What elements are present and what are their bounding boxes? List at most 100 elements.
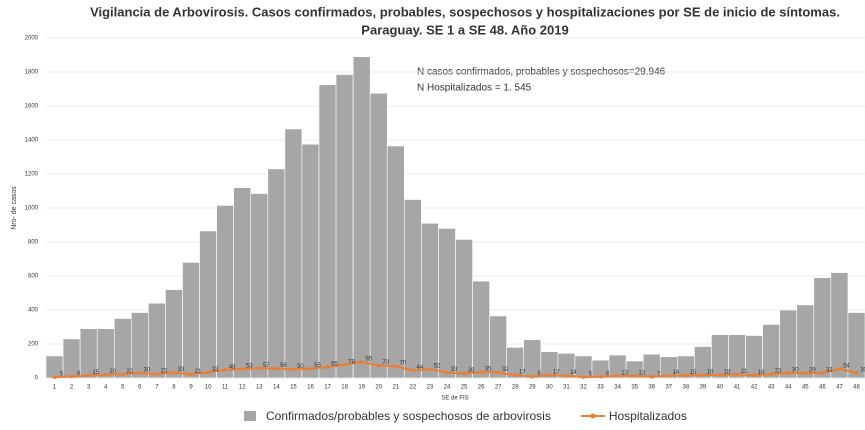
x-tick-label: 11 bbox=[222, 385, 229, 391]
bar bbox=[472, 280, 490, 379]
line-point bbox=[701, 373, 705, 377]
data-label: 56 bbox=[280, 363, 287, 369]
data-label: 48 bbox=[229, 364, 236, 370]
y-tick-label: 1200 bbox=[25, 172, 39, 178]
line-point bbox=[206, 370, 210, 375]
legend-label: Confirmados/probables y sospechosos de a… bbox=[266, 409, 551, 423]
bar bbox=[813, 277, 832, 379]
data-label: 15 bbox=[690, 370, 697, 376]
bar bbox=[352, 56, 371, 379]
bar bbox=[250, 193, 269, 379]
line-point bbox=[69, 374, 74, 379]
x-tick-label: 41 bbox=[734, 385, 741, 391]
x-tick-label: 48 bbox=[853, 385, 860, 391]
bar bbox=[489, 315, 507, 379]
line-point bbox=[359, 360, 364, 364]
bar bbox=[148, 302, 166, 379]
x-tick-label: 19 bbox=[358, 385, 365, 391]
x-tick-label: 12 bbox=[239, 385, 246, 391]
x-tick-label: 40 bbox=[717, 385, 724, 391]
line-point bbox=[274, 366, 279, 371]
data-label: 14 bbox=[570, 370, 577, 376]
x-tick-label: 5 bbox=[121, 385, 125, 391]
data-label: 73 bbox=[382, 360, 389, 366]
data-label: 30 bbox=[144, 367, 151, 373]
line-point bbox=[837, 367, 842, 371]
bar bbox=[216, 205, 234, 379]
data-label: 18 bbox=[724, 370, 731, 376]
x-tick-label: 32 bbox=[580, 385, 587, 391]
x-tick-label: 29 bbox=[529, 385, 536, 391]
x-tick-label: 21 bbox=[392, 385, 399, 391]
data-label: 78 bbox=[348, 359, 355, 365]
x-tick-label: 28 bbox=[512, 385, 519, 391]
y-axis-label: Nro- de casos bbox=[11, 186, 18, 230]
y-tick-label: 2000 bbox=[25, 36, 39, 42]
line-point bbox=[718, 373, 722, 377]
x-tick-label: 18 bbox=[341, 385, 348, 391]
data-label: 95 bbox=[365, 356, 372, 362]
line-point bbox=[615, 373, 620, 378]
x-axis-label: SE de FIS bbox=[441, 396, 468, 402]
data-label: 17 bbox=[519, 370, 526, 376]
x-tick-label: 44 bbox=[785, 385, 792, 391]
line-point bbox=[632, 373, 637, 378]
bar bbox=[199, 230, 217, 379]
bar bbox=[301, 143, 320, 379]
bar bbox=[404, 199, 422, 379]
x-tick-label: 38 bbox=[683, 385, 690, 391]
data-label: 7 bbox=[657, 371, 661, 377]
x-tick-label: 17 bbox=[324, 385, 331, 391]
x-tick-label: 35 bbox=[631, 385, 638, 391]
data-label: 57 bbox=[263, 363, 270, 369]
data-label: 53 bbox=[246, 364, 253, 370]
line-point bbox=[342, 362, 347, 367]
line-point bbox=[666, 373, 671, 378]
data-label: 13 bbox=[621, 370, 628, 376]
data-label: 14 bbox=[672, 370, 679, 376]
bar bbox=[438, 228, 456, 379]
x-tick-label: 33 bbox=[597, 385, 604, 391]
x-tick-label: 37 bbox=[665, 385, 672, 391]
chart-title: Vigilancia de Arbovirosis. Casos confirm… bbox=[90, 4, 840, 19]
data-label: 30 bbox=[792, 367, 799, 373]
data-label: 30 bbox=[860, 367, 865, 373]
data-label: 44 bbox=[417, 365, 424, 371]
x-tick-label: 4 bbox=[104, 385, 108, 391]
line-point bbox=[103, 372, 108, 377]
bar bbox=[455, 239, 473, 379]
line-point bbox=[530, 374, 535, 379]
x-tick-label: 3 bbox=[87, 385, 91, 391]
line-point bbox=[445, 370, 449, 375]
x-tick-label: 14 bbox=[273, 385, 280, 391]
data-label: 35 bbox=[485, 367, 492, 373]
data-label: 31 bbox=[826, 367, 833, 373]
x-tick-label: 20 bbox=[375, 385, 382, 391]
line-point bbox=[325, 365, 330, 369]
line-point bbox=[411, 368, 415, 373]
line-point bbox=[291, 367, 296, 372]
data-label: 16 bbox=[758, 370, 765, 376]
data-label: 9 bbox=[77, 371, 81, 377]
line-point bbox=[52, 375, 57, 379]
data-label: 29 bbox=[809, 368, 816, 374]
data-label: 54 bbox=[843, 363, 850, 369]
line-point bbox=[155, 372, 159, 376]
bar bbox=[233, 187, 252, 379]
line-point bbox=[496, 370, 500, 375]
line-point bbox=[223, 368, 227, 372]
x-tick-label: 36 bbox=[648, 385, 655, 391]
y-tick-label: 1600 bbox=[25, 104, 39, 110]
bar bbox=[335, 74, 354, 379]
data-label: 33 bbox=[178, 367, 185, 373]
bar bbox=[386, 145, 405, 379]
line-point bbox=[854, 371, 859, 375]
line-point bbox=[376, 363, 381, 368]
line-point bbox=[820, 370, 825, 375]
legend-swatch bbox=[244, 411, 256, 421]
data-label: 18 bbox=[707, 370, 714, 376]
x-tick-label: 43 bbox=[768, 385, 775, 391]
x-tick-label: 26 bbox=[478, 385, 485, 391]
x-tick-label: 8 bbox=[172, 385, 176, 391]
x-tick-label: 16 bbox=[307, 385, 314, 391]
